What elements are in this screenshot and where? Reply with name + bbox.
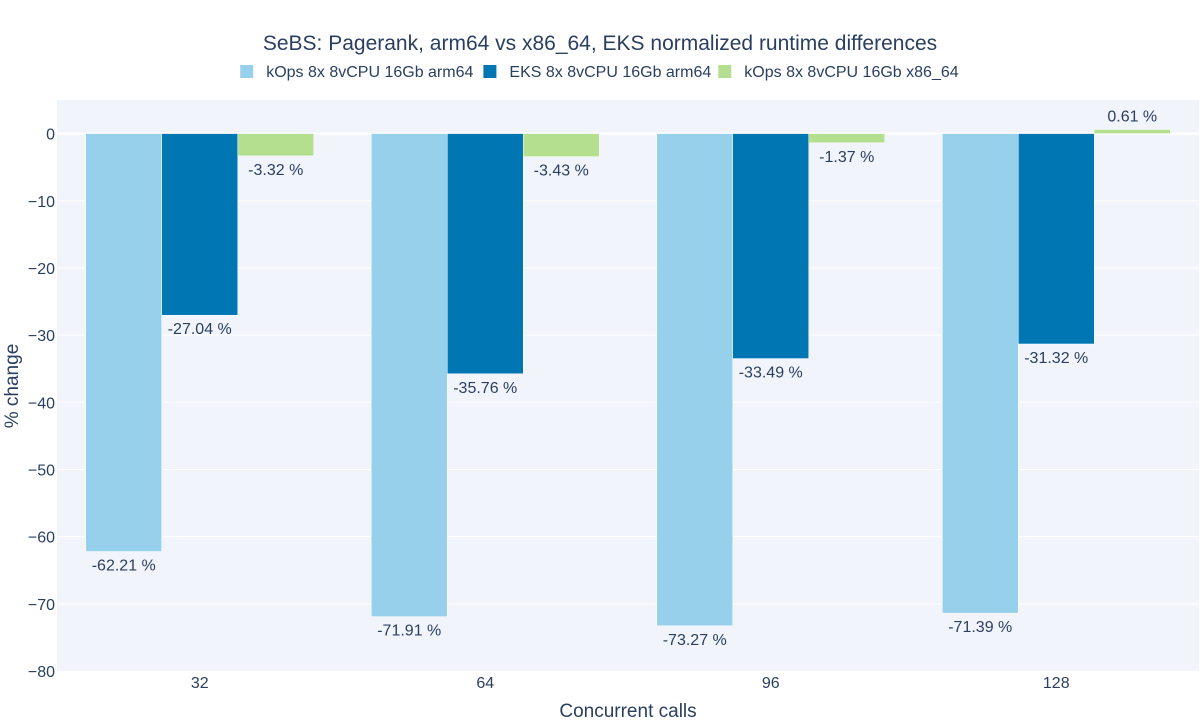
y-tick-label: −60 [28, 530, 55, 547]
data-label: -71.91 % [377, 623, 441, 640]
legend-item: kOps 8x 8vCPU 16Gb arm64 [240, 64, 473, 81]
x-tick-label: 128 [1043, 675, 1070, 692]
data-label: -31.32 % [1024, 350, 1088, 367]
bar [1094, 129, 1171, 134]
y-tick-label: −40 [28, 395, 55, 412]
bar [656, 133, 733, 627]
data-label: -3.32 % [248, 162, 303, 179]
y-tick-label: −70 [28, 597, 55, 614]
legend-item: kOps 8x 8vCPU 16Gb x86_64 [718, 64, 959, 81]
x-tick-label: 32 [191, 675, 209, 692]
bar [85, 133, 162, 552]
x-axis: 32 64 96 128 [191, 675, 1070, 692]
bar [447, 133, 524, 375]
bar [371, 133, 448, 617]
y-tick-label: −10 [28, 194, 55, 211]
bars [85, 129, 1171, 627]
data-label: -62.21 % [92, 557, 156, 574]
y-tick-label: −80 [28, 664, 55, 681]
bar [523, 133, 600, 157]
legend-label: kOps 8x 8vCPU 16Gb arm64 [266, 64, 473, 81]
y-tick-label: −30 [28, 328, 55, 345]
x-axis-title: Concurrent calls [559, 701, 696, 720]
bar [808, 133, 885, 144]
legend-label: kOps 8x 8vCPU 16Gb x86_64 [744, 64, 958, 81]
data-label: -3.43 % [534, 163, 589, 180]
y-axis-title: % change [2, 344, 23, 429]
data-label: -27.04 % [168, 321, 232, 338]
bar [942, 133, 1019, 614]
legend-item: EKS 8x 8vCPU 16Gb arm64 [483, 64, 711, 81]
legend-swatch [718, 65, 732, 78]
data-label: -73.27 % [663, 632, 727, 649]
legend-label: EKS 8x 8vCPU 16Gb arm64 [509, 64, 711, 81]
data-label: -71.39 % [948, 619, 1012, 636]
bar [732, 133, 809, 359]
y-axis: 0 −10 −20 −30 −40 −50 −60 −70 −80 [28, 127, 55, 681]
x-tick-label: 64 [476, 675, 494, 692]
y-tick-label: 0 [46, 127, 55, 144]
y-tick-label: −20 [28, 261, 55, 278]
legend: kOps 8x 8vCPU 16Gb arm64 EKS 8x 8vCPU 16G… [240, 64, 959, 81]
data-labels: -62.21 % -27.04 % -3.32 % -71.91 % -35.76 % -… [92, 108, 1157, 648]
legend-swatch [483, 65, 497, 78]
chart-title: SeBS: Pagerank, arm64 vs x86_64, EKS nor… [263, 32, 937, 55]
y-tick-label: −50 [28, 462, 55, 479]
bar [161, 133, 238, 316]
data-label: 0.61 % [1107, 108, 1157, 125]
data-label: -1.37 % [819, 149, 874, 166]
data-label: -35.76 % [453, 380, 517, 397]
bar [237, 133, 314, 157]
legend-swatch [240, 65, 254, 78]
data-label: -33.49 % [739, 365, 803, 382]
bar [1018, 133, 1095, 345]
x-tick-label: 96 [762, 675, 780, 692]
